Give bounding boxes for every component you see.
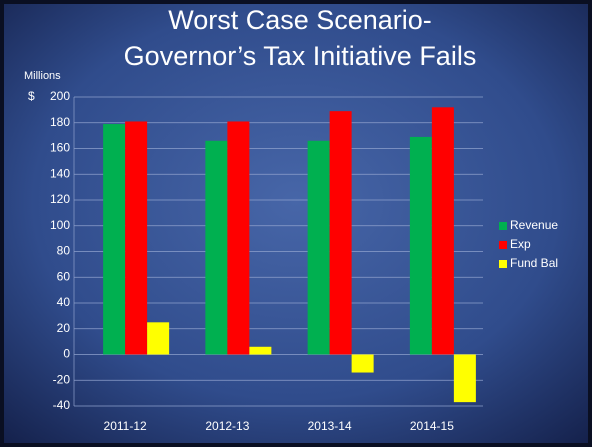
legend-label: Revenue — [510, 218, 558, 232]
x-tick-label: 2011-12 — [104, 419, 147, 433]
legend-label: Exp — [510, 237, 531, 251]
bar — [125, 121, 148, 355]
y-tick-label: 140 — [50, 166, 70, 180]
x-tick-label: 2014-15 — [410, 419, 454, 433]
background — [4, 4, 588, 443]
y-axis-label: Millions — [24, 70, 61, 82]
y-tick-label: -20 — [53, 372, 71, 386]
legend-swatch — [499, 260, 507, 268]
chart-title: Worst Case Scenario- — [168, 5, 432, 35]
y-tick-label: 80 — [57, 244, 71, 258]
y-tick-label: 100 — [50, 218, 70, 232]
bar — [103, 124, 126, 355]
y-tick-label: 200 — [50, 89, 70, 103]
chart-title: Governor’s Tax Initiative Fails — [124, 41, 477, 71]
y-tick-label: 120 — [50, 192, 70, 206]
bar — [453, 354, 476, 403]
bar — [205, 140, 228, 355]
bar — [227, 121, 250, 355]
legend-swatch — [499, 241, 507, 249]
y-tick-label: -40 — [53, 398, 71, 412]
y-tick-label: 60 — [57, 269, 71, 283]
bar — [249, 346, 272, 355]
legend-label: Fund Bal — [510, 256, 558, 270]
bar — [351, 354, 374, 373]
y-tick-label: 160 — [50, 141, 70, 155]
bar — [431, 107, 454, 355]
y-tick-label: 0 — [63, 347, 70, 361]
bar — [409, 136, 432, 355]
x-tick-label: 2013-14 — [308, 419, 352, 433]
y-tick-label: 180 — [50, 115, 70, 129]
y-tick-label: 20 — [57, 321, 71, 335]
legend-swatch — [499, 222, 507, 230]
bar — [147, 322, 170, 355]
y-tick-label: 40 — [57, 295, 71, 309]
bar — [329, 111, 352, 355]
x-tick-label: 2012-13 — [205, 419, 249, 433]
y-unit-symbol: $ — [28, 89, 35, 103]
bar — [307, 140, 330, 355]
